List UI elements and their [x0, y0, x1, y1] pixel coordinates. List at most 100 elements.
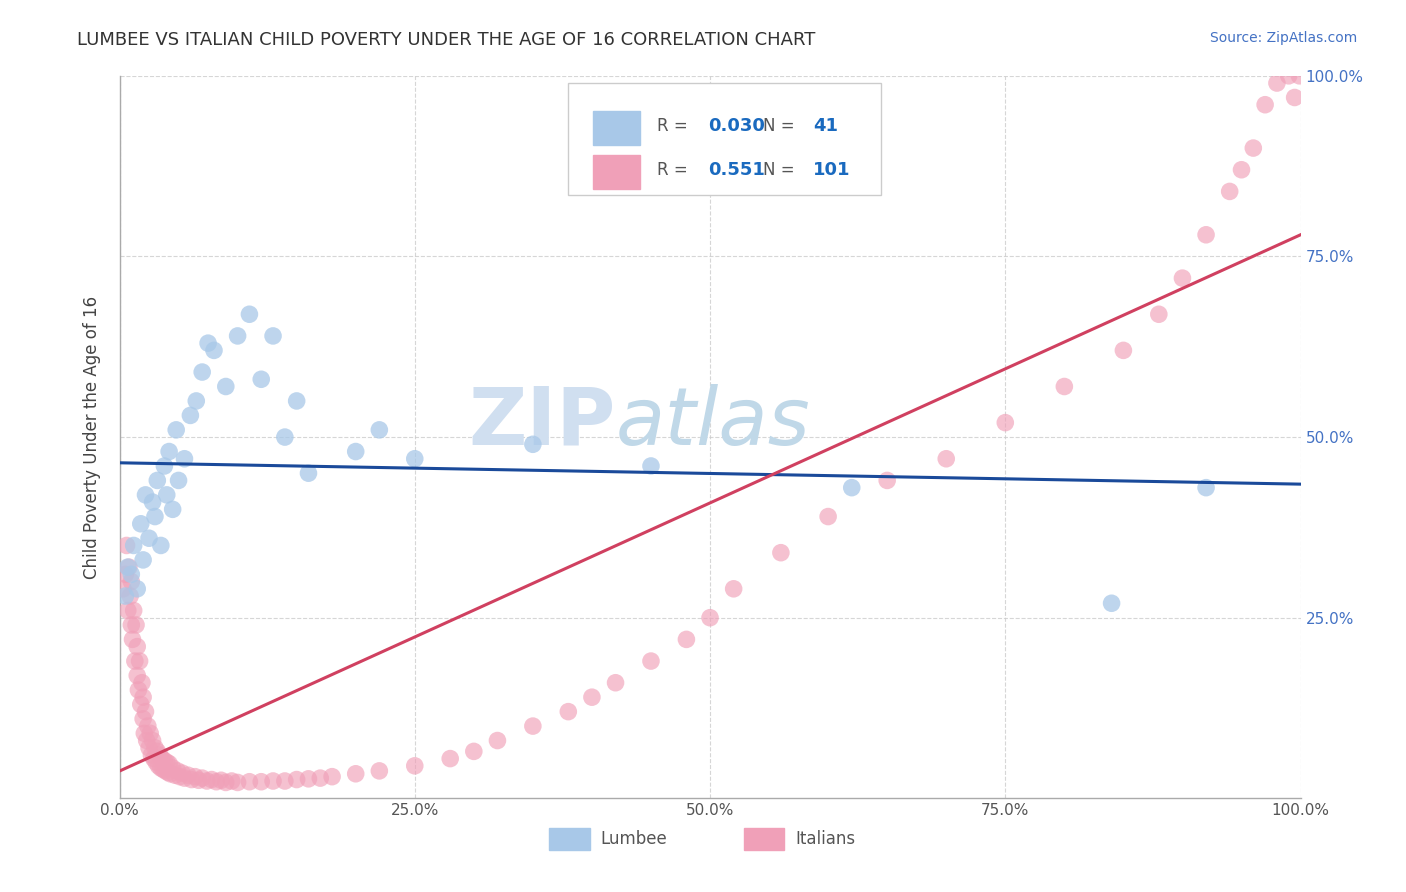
Point — [125, 618, 148, 632]
Point — [179, 409, 201, 423]
Point — [202, 343, 225, 358]
Point — [163, 768, 186, 782]
Point — [156, 755, 179, 769]
Point — [262, 329, 284, 343]
Point — [134, 705, 156, 719]
Point — [157, 756, 180, 771]
Text: 0.030: 0.030 — [707, 118, 765, 136]
Point — [250, 372, 273, 386]
Y-axis label: Child Poverty Under the Age of 16: Child Poverty Under the Age of 16 — [83, 295, 101, 579]
Point — [1101, 596, 1123, 610]
Point — [1265, 76, 1288, 90]
Point — [141, 747, 163, 762]
Point — [143, 740, 166, 755]
Point — [132, 553, 155, 567]
Text: N =: N = — [763, 118, 800, 136]
Text: Source: ZipAtlas.com: Source: ZipAtlas.com — [1209, 31, 1357, 45]
Point — [149, 539, 172, 553]
Point — [1230, 162, 1253, 177]
Point — [994, 416, 1017, 430]
Point — [404, 759, 426, 773]
Point — [115, 539, 138, 553]
Point — [201, 772, 224, 787]
Point — [159, 766, 181, 780]
Point — [122, 603, 145, 617]
Point — [581, 690, 603, 705]
Point — [195, 774, 218, 789]
Point — [184, 770, 207, 784]
Point — [209, 773, 232, 788]
Point — [138, 531, 160, 545]
Point — [368, 423, 391, 437]
FancyBboxPatch shape — [568, 83, 882, 195]
Point — [120, 589, 142, 603]
Point — [274, 430, 297, 444]
Point — [142, 733, 165, 747]
Point — [155, 764, 177, 778]
Point — [557, 705, 579, 719]
Point — [146, 474, 169, 488]
Point — [162, 502, 184, 516]
Point — [120, 567, 142, 582]
Point — [177, 768, 200, 782]
Point — [169, 770, 191, 784]
FancyBboxPatch shape — [550, 828, 589, 850]
Point — [404, 451, 426, 466]
Point — [128, 654, 150, 668]
Text: R =: R = — [657, 161, 693, 178]
Point — [127, 683, 149, 698]
Point — [297, 466, 319, 480]
Point — [1053, 379, 1076, 393]
Point — [522, 719, 544, 733]
Point — [1284, 90, 1306, 104]
Point — [132, 712, 155, 726]
Point — [167, 474, 190, 488]
Point — [309, 771, 332, 785]
Point — [172, 766, 194, 780]
Point — [723, 582, 745, 596]
Point — [134, 488, 156, 502]
Point — [1254, 97, 1277, 112]
Point — [127, 640, 149, 654]
Point — [344, 444, 367, 458]
Text: N =: N = — [763, 161, 800, 178]
Point — [191, 365, 214, 379]
Point — [368, 764, 391, 778]
Point — [129, 698, 152, 712]
Text: R =: R = — [657, 118, 693, 136]
Text: ZIP: ZIP — [468, 384, 616, 462]
Point — [135, 733, 157, 747]
FancyBboxPatch shape — [744, 828, 785, 850]
Point — [817, 509, 839, 524]
Text: atlas: atlas — [616, 384, 810, 462]
Point — [1288, 69, 1310, 83]
Point — [150, 751, 173, 765]
Point — [1195, 481, 1218, 495]
Point — [127, 668, 149, 682]
Point — [120, 618, 142, 632]
Point — [156, 488, 179, 502]
Point — [146, 744, 169, 758]
Point — [262, 774, 284, 789]
Text: Lumbee: Lumbee — [600, 830, 666, 847]
Point — [131, 675, 153, 690]
Point — [699, 610, 721, 624]
Point — [114, 589, 136, 603]
Point — [114, 567, 136, 582]
Point — [238, 307, 260, 321]
Point — [1171, 271, 1194, 285]
Point — [162, 761, 184, 775]
Point — [605, 675, 627, 690]
Point — [122, 539, 145, 553]
Point — [145, 755, 167, 769]
Point — [1147, 307, 1170, 321]
Point — [769, 546, 792, 560]
Point — [132, 690, 155, 705]
Point — [142, 751, 165, 765]
Text: 101: 101 — [813, 161, 851, 178]
Point — [1278, 69, 1301, 83]
Point — [841, 481, 863, 495]
Point — [156, 765, 179, 780]
Text: 0.551: 0.551 — [707, 161, 765, 178]
Point — [221, 774, 243, 789]
